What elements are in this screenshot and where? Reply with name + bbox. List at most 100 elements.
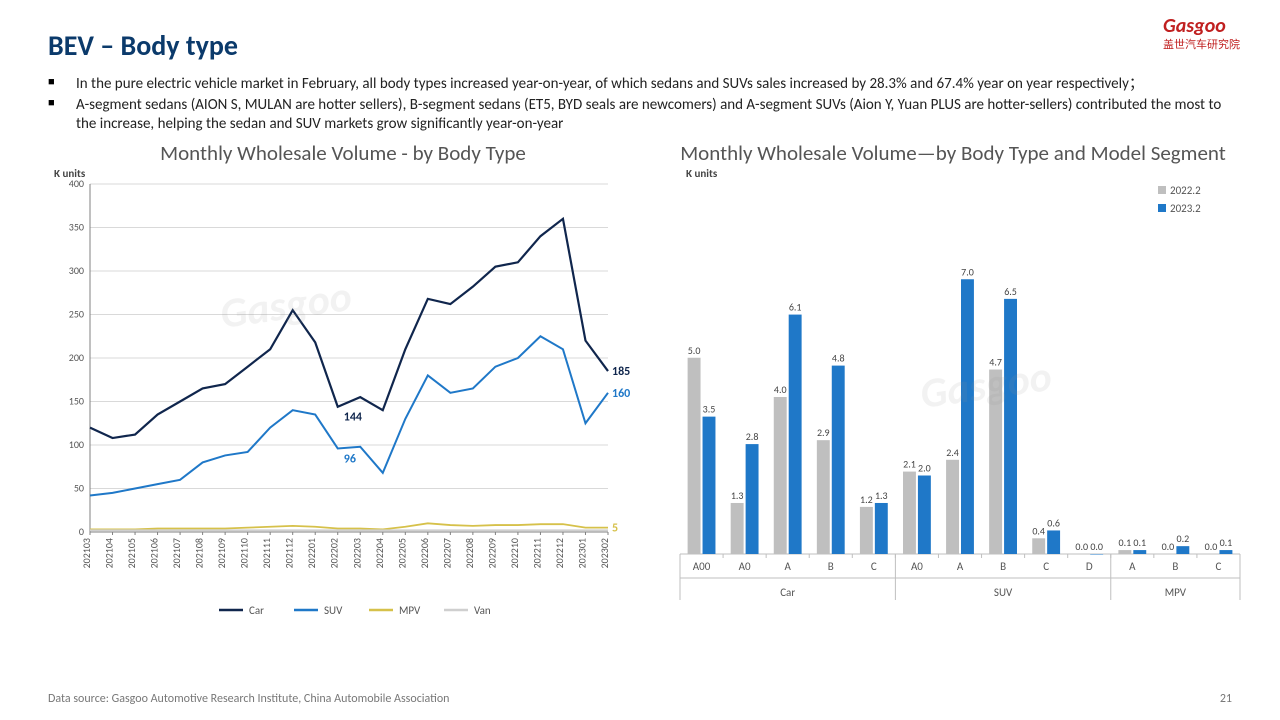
svg-text:202104: 202104: [103, 538, 116, 568]
svg-text:2.0: 2.0: [918, 461, 931, 474]
svg-text:202301: 202301: [575, 538, 588, 568]
svg-text:350: 350: [69, 220, 84, 233]
footer: Data source: Gasgoo Automotive Research …: [48, 692, 1232, 706]
svg-text:202209: 202209: [485, 538, 498, 568]
svg-text:A00: A00: [693, 560, 711, 573]
line-chart-container: Monthly Wholesale Volume - by Body Type …: [48, 141, 638, 631]
svg-text:6.5: 6.5: [1004, 285, 1017, 298]
page-title: BEV – Body type: [48, 28, 1232, 63]
svg-text:202205: 202205: [395, 538, 408, 568]
svg-text:2023.2: 2023.2: [1170, 202, 1201, 215]
svg-text:202111: 202111: [260, 538, 273, 568]
bullet-item: A-segment sedans (AION S, MULAN are hott…: [48, 96, 1232, 134]
svg-text:202108: 202108: [193, 538, 206, 568]
svg-text:B: B: [1000, 560, 1006, 573]
svg-text:202103: 202103: [80, 538, 93, 568]
svg-text:MPV: MPV: [399, 604, 421, 617]
svg-text:202109: 202109: [215, 538, 228, 568]
svg-text:Car: Car: [780, 586, 795, 599]
svg-text:0.0: 0.0: [1075, 540, 1088, 553]
svg-text:202110: 202110: [238, 538, 251, 568]
svg-text:202201: 202201: [305, 538, 318, 568]
svg-text:B: B: [1172, 560, 1178, 573]
svg-text:C: C: [1216, 560, 1222, 573]
svg-text:6.1: 6.1: [789, 300, 802, 313]
svg-text:0.0: 0.0: [1090, 540, 1103, 553]
svg-text:A: A: [1129, 560, 1136, 573]
svg-text:0.0: 0.0: [1205, 540, 1218, 553]
svg-text:SUV: SUV: [994, 586, 1013, 599]
svg-text:0.0: 0.0: [1162, 540, 1175, 553]
logo: Gasgoo 盖世汽车研究院: [1163, 14, 1240, 52]
svg-text:202202: 202202: [328, 538, 341, 568]
svg-text:202112: 202112: [283, 538, 296, 568]
svg-text:B: B: [828, 560, 834, 573]
bar-chart-container: Monthly Wholesale Volume—by Body Type an…: [658, 141, 1248, 631]
data-source: Data source: Gasgoo Automotive Research …: [48, 692, 449, 706]
bar-chart: 2022.22023.25.03.5A001.32.8A04.06.1A2.94…: [658, 180, 1248, 610]
svg-text:4.8: 4.8: [832, 351, 845, 364]
svg-text:160: 160: [612, 387, 630, 401]
line-chart: 0501001502002503003504002021032021042021…: [48, 180, 638, 620]
slide: Gasgoo 盖世汽车研究院 BEV – Body type In the pu…: [0, 0, 1280, 720]
svg-text:MPV: MPV: [1165, 586, 1187, 599]
svg-text:0.1: 0.1: [1220, 536, 1233, 549]
svg-text:A: A: [957, 560, 964, 573]
line-chart-unit: K units: [54, 167, 638, 180]
svg-text:400: 400: [69, 180, 84, 190]
line-chart-title: Monthly Wholesale Volume - by Body Type: [48, 141, 638, 165]
svg-text:A0: A0: [911, 560, 923, 573]
charts-row: Monthly Wholesale Volume - by Body Type …: [48, 141, 1232, 631]
svg-text:0.2: 0.2: [1177, 532, 1190, 545]
svg-text:202206: 202206: [418, 538, 431, 568]
svg-text:4.7: 4.7: [989, 355, 1002, 368]
svg-text:2.4: 2.4: [946, 446, 959, 459]
bar-chart-unit: K units: [686, 167, 1248, 180]
svg-text:150: 150: [69, 394, 84, 407]
svg-text:Van: Van: [474, 604, 491, 617]
svg-text:0.1: 0.1: [1119, 536, 1132, 549]
svg-text:202210: 202210: [508, 538, 521, 568]
svg-text:D: D: [1086, 560, 1093, 573]
svg-text:144: 144: [344, 410, 362, 424]
svg-text:4.0: 4.0: [774, 383, 787, 396]
svg-text:2.9: 2.9: [817, 426, 830, 439]
svg-text:0.1: 0.1: [1133, 536, 1146, 549]
page-number: 21: [1220, 692, 1232, 706]
svg-text:5.0: 5.0: [688, 343, 701, 356]
svg-text:0.6: 0.6: [1047, 516, 1060, 529]
svg-text:SUV: SUV: [324, 604, 343, 617]
svg-text:0: 0: [79, 525, 84, 538]
svg-text:1.3: 1.3: [731, 489, 744, 502]
svg-text:202207: 202207: [440, 538, 453, 568]
svg-text:1.3: 1.3: [875, 489, 888, 502]
svg-text:C: C: [1043, 560, 1049, 573]
bullet-list: In the pure electric vehicle market in F…: [48, 75, 1232, 135]
svg-text:100: 100: [69, 438, 84, 451]
svg-text:Car: Car: [249, 604, 264, 617]
svg-text:1.2: 1.2: [860, 493, 873, 506]
logo-text: Gasgoo: [1163, 14, 1226, 38]
svg-text:202211: 202211: [530, 538, 543, 568]
svg-text:96: 96: [344, 452, 356, 466]
svg-text:202203: 202203: [350, 538, 363, 568]
svg-text:202212: 202212: [553, 538, 566, 568]
svg-text:300: 300: [69, 264, 84, 277]
svg-text:0.4: 0.4: [1032, 524, 1045, 537]
svg-text:202105: 202105: [125, 538, 138, 568]
bullet-item: In the pure electric vehicle market in F…: [48, 75, 1232, 94]
svg-text:250: 250: [69, 307, 84, 320]
svg-text:202106: 202106: [148, 538, 161, 568]
svg-text:202302: 202302: [598, 538, 611, 568]
svg-text:A: A: [785, 560, 792, 573]
logo-cn: 盖世汽车研究院: [1163, 36, 1240, 52]
svg-text:202107: 202107: [170, 538, 183, 568]
svg-text:2022.2: 2022.2: [1170, 184, 1201, 197]
svg-text:2.8: 2.8: [746, 430, 759, 443]
svg-text:5: 5: [612, 521, 618, 535]
bar-chart-title: Monthly Wholesale Volume—by Body Type an…: [658, 141, 1248, 165]
svg-text:A0: A0: [739, 560, 751, 573]
svg-text:C: C: [871, 560, 877, 573]
svg-text:7.0: 7.0: [961, 265, 974, 278]
svg-text:185: 185: [612, 365, 630, 379]
